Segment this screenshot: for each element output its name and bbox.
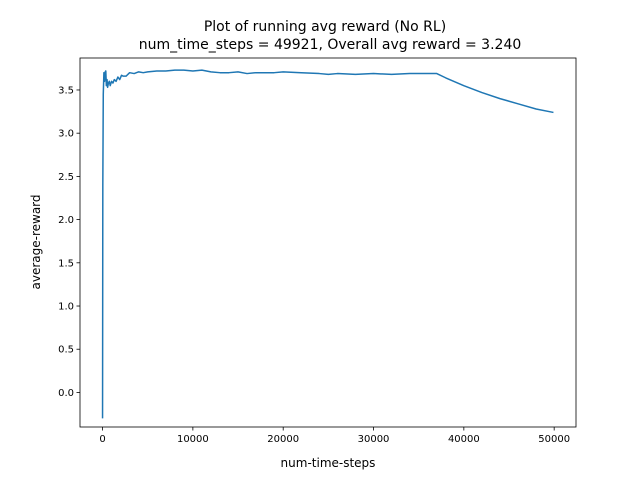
x-tick-label: 30000	[358, 434, 390, 445]
x-tick-label: 10000	[177, 434, 209, 445]
x-tick-label: 0	[99, 434, 105, 445]
y-axis-ticks: 0.0 0.5 1.0 1.5 2.0 2.5 3.0 3.5	[58, 85, 80, 399]
x-axis-label: num-time-steps	[281, 456, 376, 470]
x-tick-label: 20000	[267, 434, 299, 445]
x-tick-label: 50000	[538, 434, 570, 445]
plot-frame	[79, 57, 577, 428]
chart-title-line-1: Plot of running avg reward (No RL)	[204, 19, 446, 35]
y-tick-label: 0.0	[58, 388, 74, 399]
y-tick-label: 3.5	[58, 85, 74, 96]
y-tick-label: 2.5	[58, 172, 74, 183]
y-tick-label: 1.0	[58, 302, 74, 313]
running-avg-reward-line	[101, 69, 554, 419]
y-tick-label: 3.0	[58, 129, 74, 140]
y-tick-label: 2.0	[58, 215, 74, 226]
x-axis-ticks: 0 10000 20000 30000 40000 50000	[99, 427, 570, 445]
y-tick-label: 1.5	[58, 258, 74, 269]
x-tick-label: 40000	[448, 434, 480, 445]
y-tick-label: 0.5	[58, 345, 74, 356]
y-axis-label: average-reward	[29, 194, 43, 289]
chart-title-line-2: num_time_steps = 49921, Overall avg rewa…	[139, 37, 522, 53]
